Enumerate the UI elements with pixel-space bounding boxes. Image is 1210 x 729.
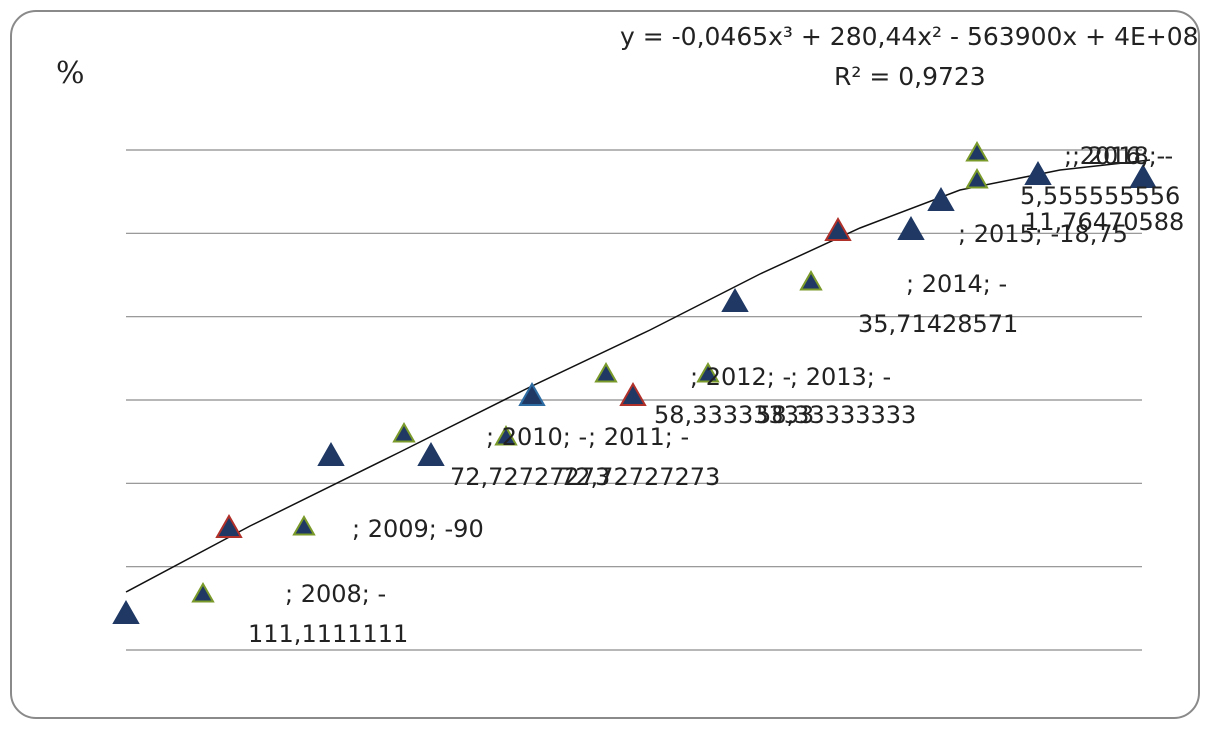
trendline bbox=[125, 159, 1151, 593]
data-label: ; 2015; -18,75 bbox=[958, 220, 1128, 248]
data-point-marker bbox=[494, 424, 518, 446]
data-point-marker bbox=[824, 216, 852, 241]
data-point-marker bbox=[1129, 163, 1157, 188]
data-point-marker bbox=[292, 514, 316, 536]
data-point-marker bbox=[191, 581, 215, 603]
data-point-marker bbox=[215, 513, 243, 538]
data-point-marker bbox=[317, 441, 345, 466]
data-label: 11,76470588 bbox=[1024, 208, 1184, 236]
data-label: 58,33333333 bbox=[756, 401, 916, 429]
data-label: ; 2012; - bbox=[690, 363, 791, 391]
data-point-marker bbox=[619, 381, 647, 406]
data-point-marker bbox=[417, 441, 445, 466]
data-point-marker bbox=[1024, 160, 1052, 185]
data-label: 72,72727273 bbox=[560, 463, 720, 491]
trendline-r-squared: R² = 0,9723 bbox=[834, 62, 986, 91]
data-label: ; 2013; - bbox=[790, 363, 891, 391]
data-label: 58,33333333 bbox=[654, 401, 814, 429]
data-point-marker bbox=[927, 186, 955, 211]
data-point-marker bbox=[721, 287, 749, 312]
data-label: 35,71428571 bbox=[858, 310, 1018, 338]
data-label: 111,1111111 bbox=[248, 620, 408, 648]
data-label: ; 2008; - bbox=[285, 580, 386, 608]
trendline-equation: y = -0,0465x³ + 280,44x² - 563900x + 4E+… bbox=[620, 22, 1199, 51]
data-point-marker bbox=[518, 381, 546, 406]
data-label: ; 2011; - bbox=[588, 423, 689, 451]
data-label: ; 2014; - bbox=[906, 270, 1007, 298]
data-point-marker bbox=[965, 140, 989, 162]
data-label: 5,555555556 bbox=[1020, 182, 1180, 210]
data-point-marker bbox=[112, 599, 140, 624]
data-label: ; 2016; - bbox=[1064, 142, 1165, 170]
data-point-marker bbox=[897, 215, 925, 240]
data-label: 72,72727273 bbox=[450, 463, 610, 491]
data-point-marker bbox=[696, 361, 720, 383]
data-label: ; 2010; - bbox=[486, 423, 587, 451]
y-axis-label: % bbox=[56, 56, 85, 91]
data-point-marker bbox=[965, 167, 989, 189]
data-point-marker bbox=[594, 361, 618, 383]
data-point-marker bbox=[799, 269, 823, 291]
data-point-marker bbox=[392, 421, 416, 443]
data-label: ; 2018; - bbox=[1072, 142, 1173, 170]
data-label: ; 2009; -90 bbox=[352, 515, 484, 543]
